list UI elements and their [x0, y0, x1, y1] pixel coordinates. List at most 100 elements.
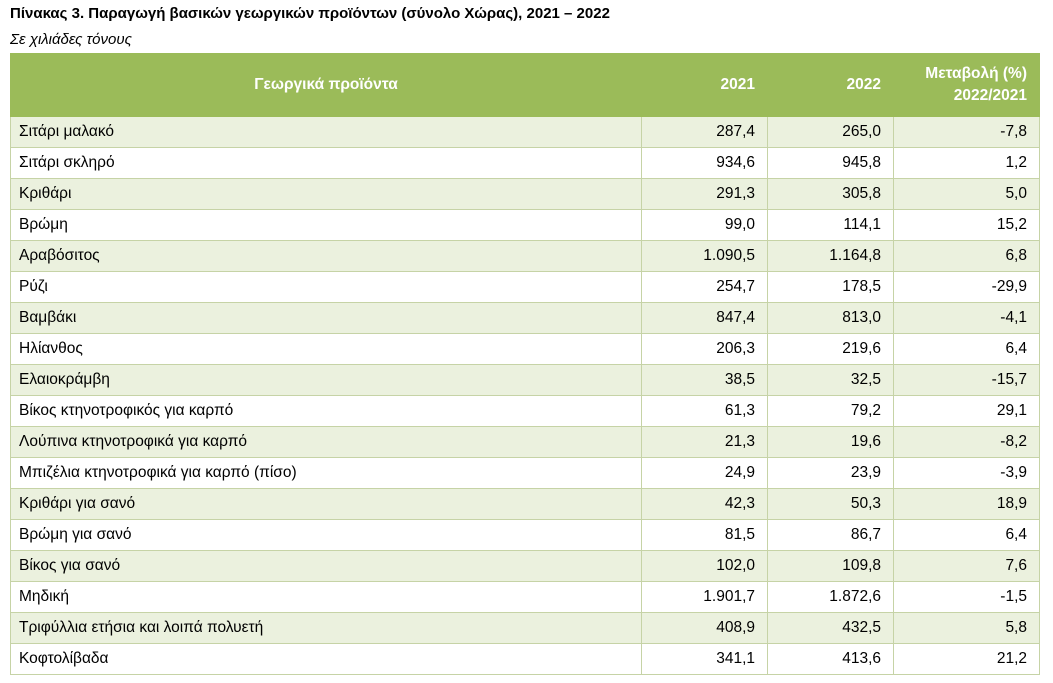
value-cell: 6,4 [893, 333, 1040, 365]
value-cell: 1.901,7 [641, 581, 768, 613]
value-cell: 24,9 [641, 457, 768, 489]
value-cell: 109,8 [767, 550, 894, 582]
value-cell: 102,0 [641, 550, 768, 582]
value-cell: 1,2 [893, 147, 1040, 179]
product-cell: Βίκος κτηνοτροφικός για καρπό [10, 395, 642, 427]
table-row: Βρώμη 99,0 114,1 15,2 [10, 209, 1040, 241]
table-row: Ρύζι 254,7 178,5 -29,9 [10, 271, 1040, 303]
value-cell: 291,3 [641, 178, 768, 210]
value-cell: 1.872,6 [767, 581, 894, 613]
value-cell: 432,5 [767, 612, 894, 644]
column-header: 2021 [641, 53, 768, 117]
value-cell: 86,7 [767, 519, 894, 551]
value-cell: 6,8 [893, 240, 1040, 272]
table-row: Ηλίανθος 206,3 219,6 6,4 [10, 333, 1040, 365]
product-cell: Ρύζι [10, 271, 642, 303]
value-cell: 18,9 [893, 488, 1040, 520]
product-cell: Ηλίανθος [10, 333, 642, 365]
value-cell: 945,8 [767, 147, 894, 179]
header-row: Γεωργικά προϊόντα 2021 2022 Μεταβολή (%) 202… [10, 53, 1040, 117]
value-cell: -4,1 [893, 302, 1040, 334]
column-header-line: 2022/2021 [953, 87, 1027, 104]
table-row: Βαμβάκι 847,4 813,0 -4,1 [10, 302, 1040, 334]
product-cell: Αραβόσιτος [10, 240, 642, 272]
table: Γεωργικά προϊόντα 2021 2022 Μεταβολή (%) 202… [10, 53, 1040, 675]
value-cell: 114,1 [767, 209, 894, 241]
product-cell: Σιτάρι μαλακό [10, 116, 642, 148]
column-header-text: Γεωργικά προϊόντα [254, 76, 398, 94]
value-cell: -3,9 [893, 457, 1040, 489]
product-cell: Λούπινα κτηνοτροφικά για καρπό [10, 426, 642, 458]
value-cell: 287,4 [641, 116, 768, 148]
product-cell: Μπιζέλια κτηνοτροφικά για καρπό (πίσο) [10, 457, 642, 489]
value-cell: 178,5 [767, 271, 894, 303]
value-cell: -7,8 [893, 116, 1040, 148]
product-cell: Κοφτολίβαδα [10, 643, 642, 675]
table-row: Βρώμη για σανό 81,5 86,7 6,4 [10, 519, 1040, 551]
value-cell: 21,3 [641, 426, 768, 458]
table-row: Βίκος για σανό 102,0 109,8 7,6 [10, 550, 1040, 582]
value-cell: 341,1 [641, 643, 768, 675]
value-cell: 813,0 [767, 302, 894, 334]
value-cell: 61,3 [641, 395, 768, 427]
value-cell: 42,3 [641, 488, 768, 520]
value-cell: 847,4 [641, 302, 768, 334]
product-cell: Βίκος για σανό [10, 550, 642, 582]
product-cell: Βρώμη για σανό [10, 519, 642, 551]
table-row: Κριθάρι 291,3 305,8 5,0 [10, 178, 1040, 210]
value-cell: 413,6 [767, 643, 894, 675]
table-row: Αραβόσιτος 1.090,5 1.164,8 6,8 [10, 240, 1040, 272]
table-row: Μηδική 1.901,7 1.872,6 -1,5 [10, 581, 1040, 613]
value-cell: 1.090,5 [641, 240, 768, 272]
column-header: Γεωργικά προϊόντα [10, 53, 642, 117]
value-cell: -8,2 [893, 426, 1040, 458]
value-cell: 50,3 [767, 488, 894, 520]
table-row: Κριθάρι για σανό 42,3 50,3 18,9 [10, 488, 1040, 520]
table-row: Σιτάρι μαλακό 287,4 265,0 -7,8 [10, 116, 1040, 148]
column-header-text: 2021 [720, 76, 755, 94]
value-cell: 29,1 [893, 395, 1040, 427]
value-cell: 1.164,8 [767, 240, 894, 272]
table-row: Κοφτολίβαδα 341,1 413,6 21,2 [10, 643, 1040, 675]
value-cell: 5,0 [893, 178, 1040, 210]
value-cell: 6,4 [893, 519, 1040, 551]
value-cell: -15,7 [893, 364, 1040, 396]
value-cell: 934,6 [641, 147, 768, 179]
value-cell: 7,6 [893, 550, 1040, 582]
table-title: Πίνακας 3. Παραγωγή βασικών γεωργικών πρ… [10, 5, 610, 22]
value-cell: 206,3 [641, 333, 768, 365]
value-cell: 19,6 [767, 426, 894, 458]
table-row: Σιτάρι σκληρό 934,6 945,8 1,2 [10, 147, 1040, 179]
product-cell: Τριφύλλια ετήσια και λοιπά πολυετή [10, 612, 642, 644]
table-body: Σιτάρι μαλακό 287,4 265,0 -7,8 Σιτάρι σκληρό… [10, 116, 1040, 675]
value-cell: 265,0 [767, 116, 894, 148]
column-header: 2022 [767, 53, 894, 117]
value-cell: 81,5 [641, 519, 768, 551]
value-cell: 23,9 [767, 457, 894, 489]
product-cell: Ελαιοκράμβη [10, 364, 642, 396]
product-cell: Κριθάρι για σανό [10, 488, 642, 520]
table-subtitle: Σε χιλιάδες τόνους [10, 31, 132, 48]
value-cell: 99,0 [641, 209, 768, 241]
table-row: Βίκος κτηνοτροφικός για καρπό 61,3 79,2 29,… [10, 395, 1040, 427]
value-cell: 15,2 [893, 209, 1040, 241]
value-cell: 32,5 [767, 364, 894, 396]
value-cell: 219,6 [767, 333, 894, 365]
product-cell: Κριθάρι [10, 178, 642, 210]
product-cell: Σιτάρι σκληρό [10, 147, 642, 179]
value-cell: 305,8 [767, 178, 894, 210]
product-cell: Βαμβάκι [10, 302, 642, 334]
value-cell: 21,2 [893, 643, 1040, 675]
column-header-text: 2022 [846, 76, 881, 94]
column-header: Μεταβολή (%) 2022/2021 [893, 53, 1040, 117]
table-row: Λούπινα κτηνοτροφικά για καρπό 21,3 19,6 -8… [10, 426, 1040, 458]
product-cell: Βρώμη [10, 209, 642, 241]
product-cell: Μηδική [10, 581, 642, 613]
value-cell: 79,2 [767, 395, 894, 427]
table-row: Μπιζέλια κτηνοτροφικά για καρπό (πίσο) 24… [10, 457, 1040, 489]
value-cell: -29,9 [893, 271, 1040, 303]
value-cell: 408,9 [641, 612, 768, 644]
table-row: Τριφύλλια ετήσια και λοιπά πολυετή 408,9 4… [10, 612, 1040, 644]
value-cell: 254,7 [641, 271, 768, 303]
